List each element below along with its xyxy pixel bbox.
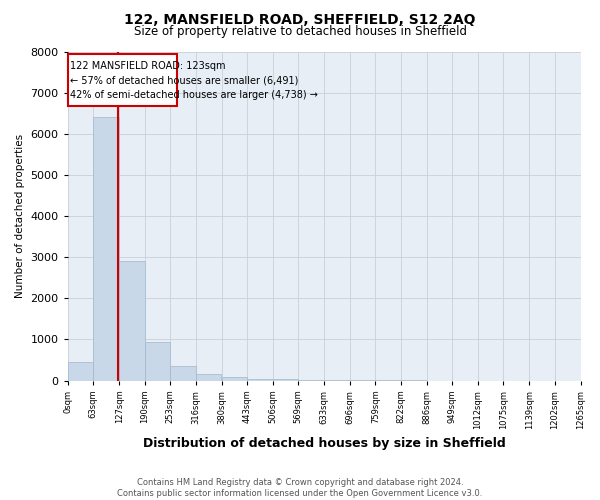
Bar: [247, 378, 273, 380]
Text: Contains HM Land Registry data © Crown copyright and database right 2024.
Contai: Contains HM Land Registry data © Crown c…: [118, 478, 482, 498]
Bar: [68, 362, 93, 380]
Text: Size of property relative to detached houses in Sheffield: Size of property relative to detached ho…: [133, 25, 467, 38]
Bar: [196, 374, 221, 380]
Bar: [170, 366, 196, 380]
Bar: [222, 378, 247, 380]
Bar: [119, 262, 145, 380]
Bar: [68, 54, 177, 106]
Text: ← 57% of detached houses are smaller (6,491): ← 57% of detached houses are smaller (6,…: [70, 76, 299, 86]
Bar: [145, 342, 170, 380]
Text: 122 MANSFIELD ROAD: 123sqm: 122 MANSFIELD ROAD: 123sqm: [70, 61, 226, 71]
Text: 42% of semi-detached houses are larger (4,738) →: 42% of semi-detached houses are larger (…: [70, 90, 318, 100]
Y-axis label: Number of detached properties: Number of detached properties: [15, 134, 25, 298]
X-axis label: Distribution of detached houses by size in Sheffield: Distribution of detached houses by size …: [143, 437, 505, 450]
Bar: [93, 118, 119, 380]
Text: 122, MANSFIELD ROAD, SHEFFIELD, S12 2AQ: 122, MANSFIELD ROAD, SHEFFIELD, S12 2AQ: [124, 12, 476, 26]
